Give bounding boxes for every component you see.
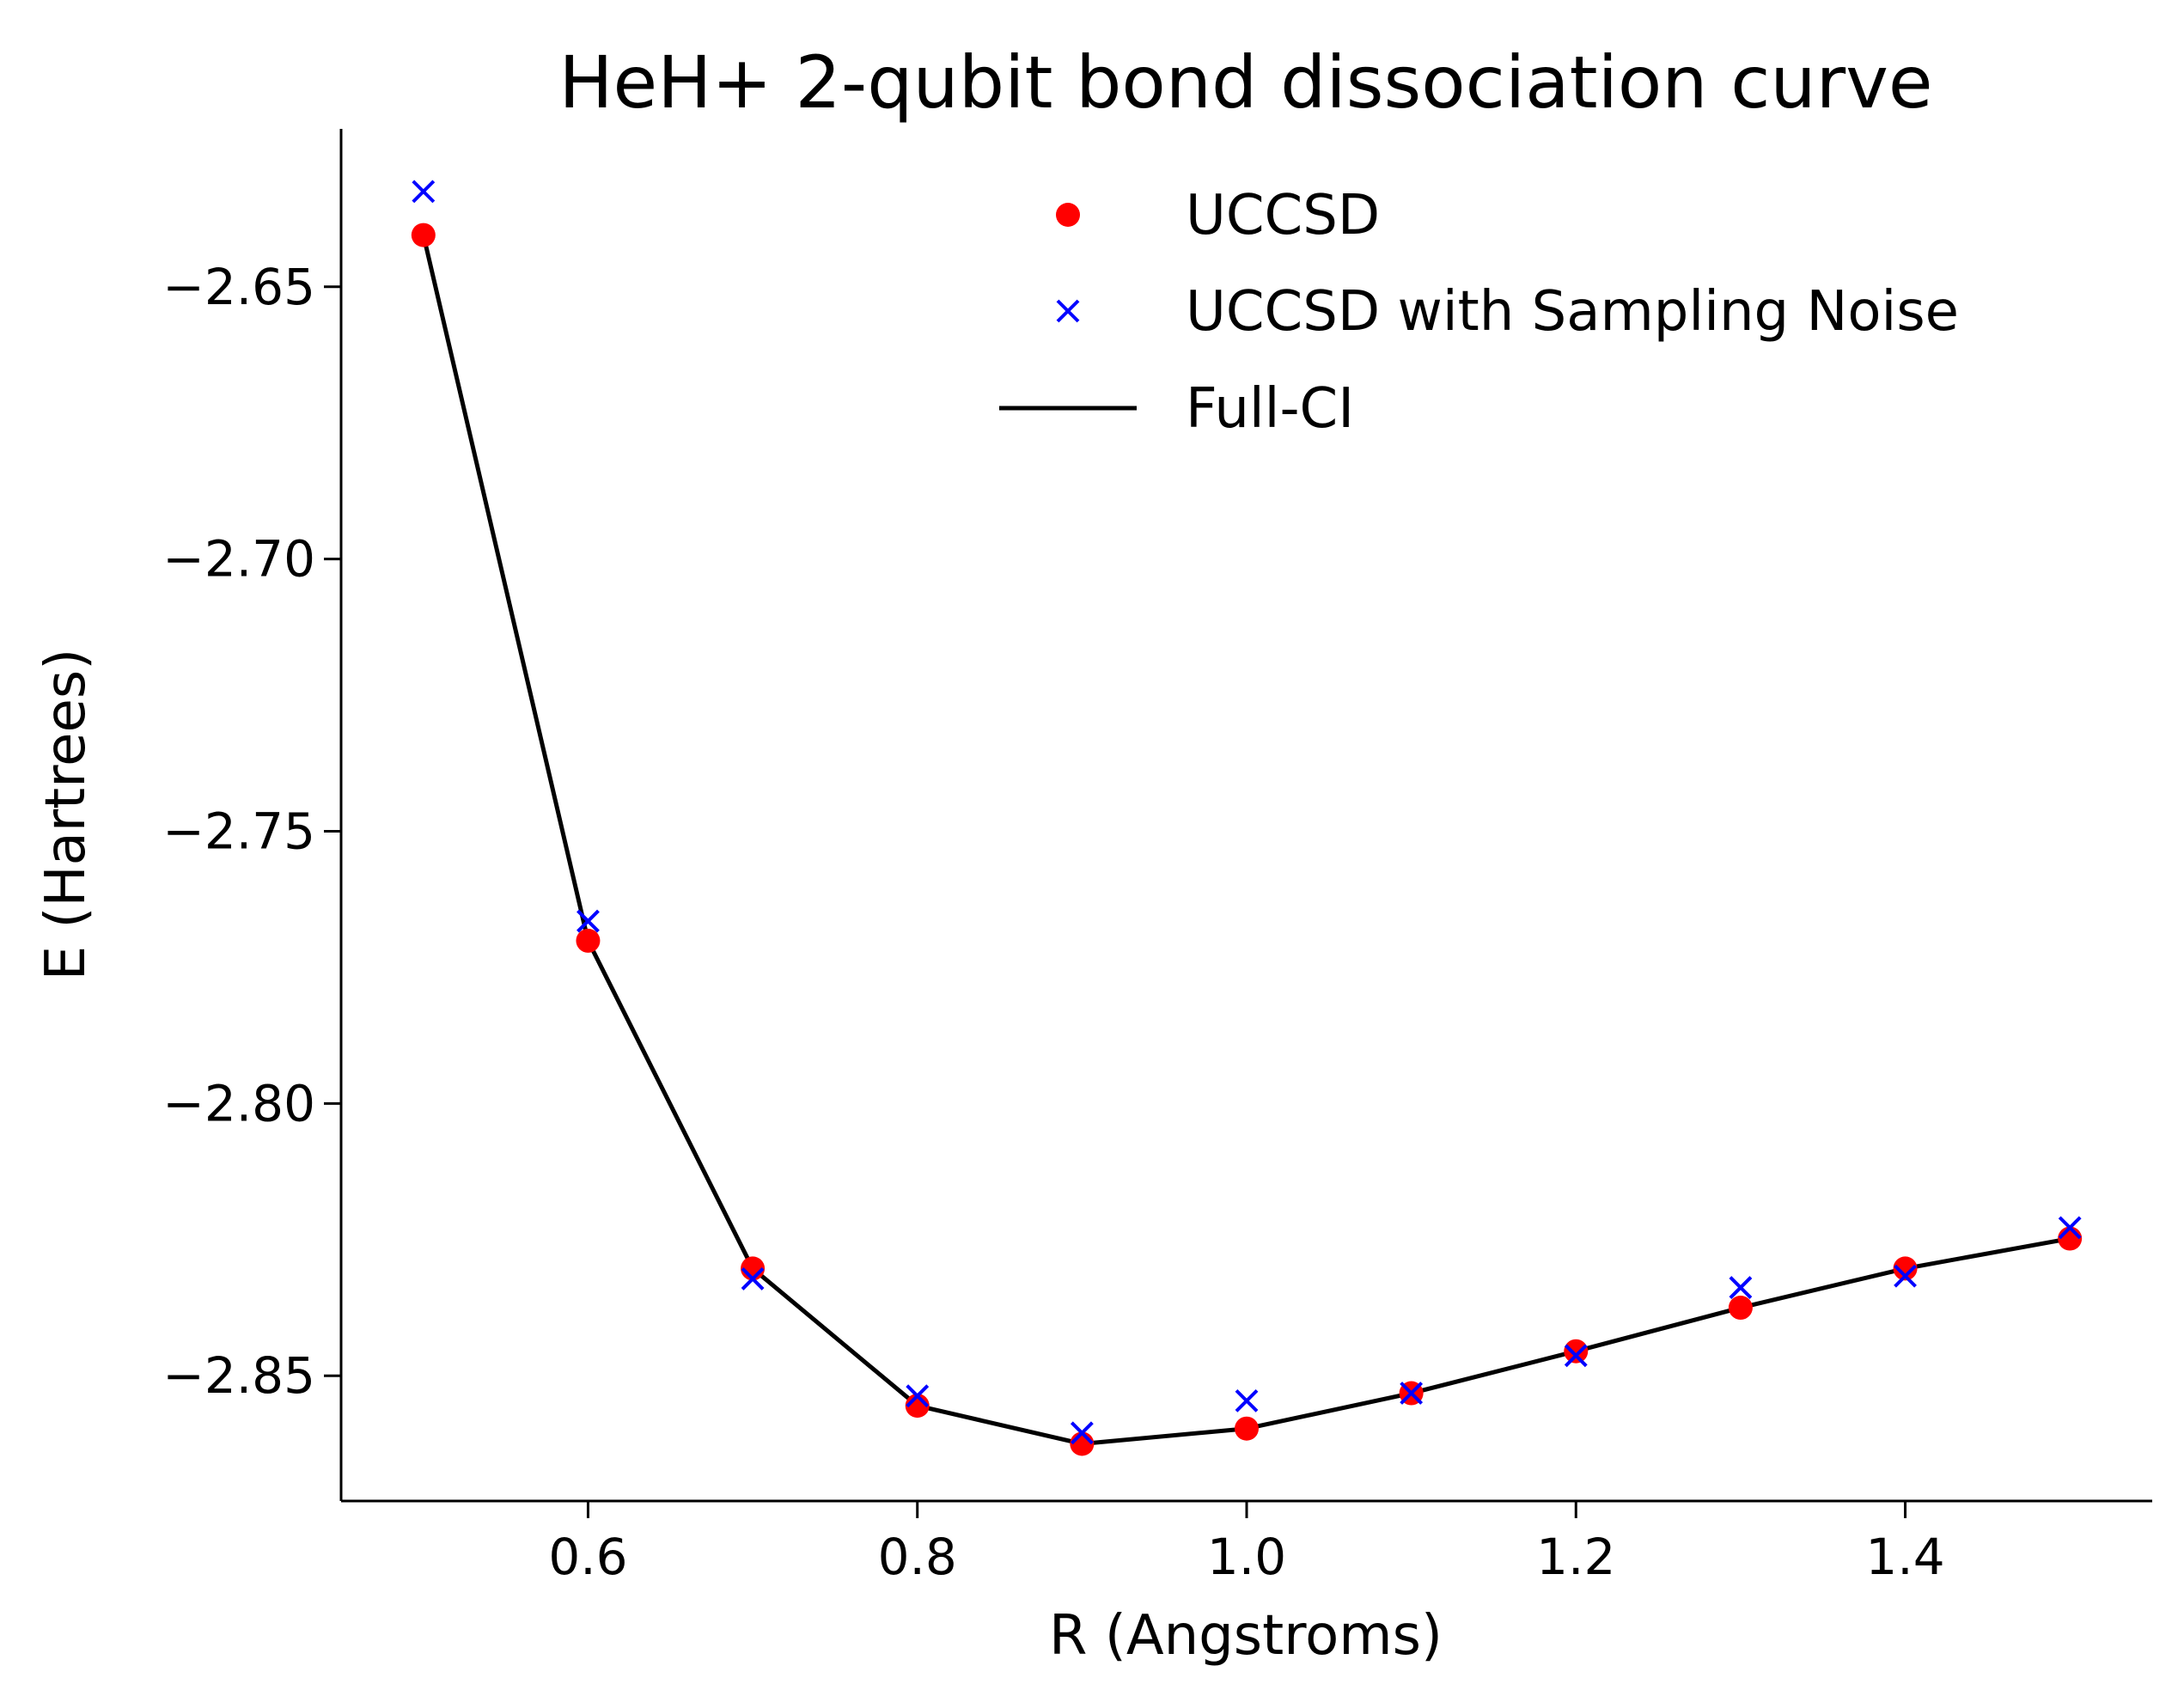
uccsd-point <box>411 223 436 247</box>
y-tick-label: −2.75 <box>162 802 315 861</box>
x-tick-label: 0.6 <box>548 1528 627 1586</box>
sampling-noise-point <box>906 1384 930 1408</box>
legend-handle-sampling-noise <box>1056 299 1080 323</box>
sampling-noise-point <box>577 909 600 933</box>
y-axis-ticks: −2.65 −2.70 −2.75 −2.80 −2.85 <box>162 258 341 1405</box>
y-tick-label: −2.80 <box>162 1074 315 1132</box>
legend-label: UCCSD <box>1186 184 1380 247</box>
chart-title: HeH+ 2-qubit bond dissociation curve <box>558 40 1932 125</box>
plot-area <box>411 180 2083 1456</box>
uccsd-point <box>2058 1226 2083 1251</box>
uccsd-point <box>576 928 601 953</box>
x-tick-label: 1.4 <box>1865 1528 1944 1586</box>
sampling-noise-point <box>412 180 436 204</box>
x-tick-label: 0.8 <box>878 1528 957 1586</box>
uccsd-point <box>1070 1431 1095 1456</box>
uccsd-point <box>1728 1296 1753 1321</box>
legend: UCCSD UCCSD with Sampling Noise Full-CI <box>999 184 1959 441</box>
legend-label: Full-CI <box>1186 377 1354 441</box>
sampling-noise-point <box>1894 1264 1917 1288</box>
uccsd-point <box>1893 1256 1918 1281</box>
sampling-noise-point <box>1400 1382 1424 1405</box>
x-tick-label: 1.2 <box>1536 1528 1615 1586</box>
sampling-noise-point <box>1235 1388 1259 1412</box>
legend-handle-uccsd <box>1056 203 1080 227</box>
y-tick-label: −2.70 <box>162 530 315 589</box>
sampling-noise-point <box>1070 1421 1094 1445</box>
x-axis-label: R (Angstroms) <box>1049 1604 1443 1668</box>
y-tick-label: −2.65 <box>162 258 315 316</box>
sampling-noise-point <box>1729 1276 1753 1299</box>
uccsd-point <box>1235 1416 1259 1441</box>
x-axis-ticks: 0.6 0.8 1.0 1.2 1.4 <box>548 1501 1945 1586</box>
sampling-noise-point <box>741 1267 765 1290</box>
legend-label: UCCSD with Sampling Noise <box>1186 280 1959 344</box>
sampling-noise-point <box>2058 1216 2082 1240</box>
y-tick-label: −2.85 <box>162 1346 315 1405</box>
sampling-noise-point <box>1564 1344 1588 1368</box>
x-tick-label: 1.0 <box>1207 1528 1286 1586</box>
uccsd-point <box>1564 1339 1589 1364</box>
y-axis-label: E (Hartrees) <box>34 649 98 980</box>
